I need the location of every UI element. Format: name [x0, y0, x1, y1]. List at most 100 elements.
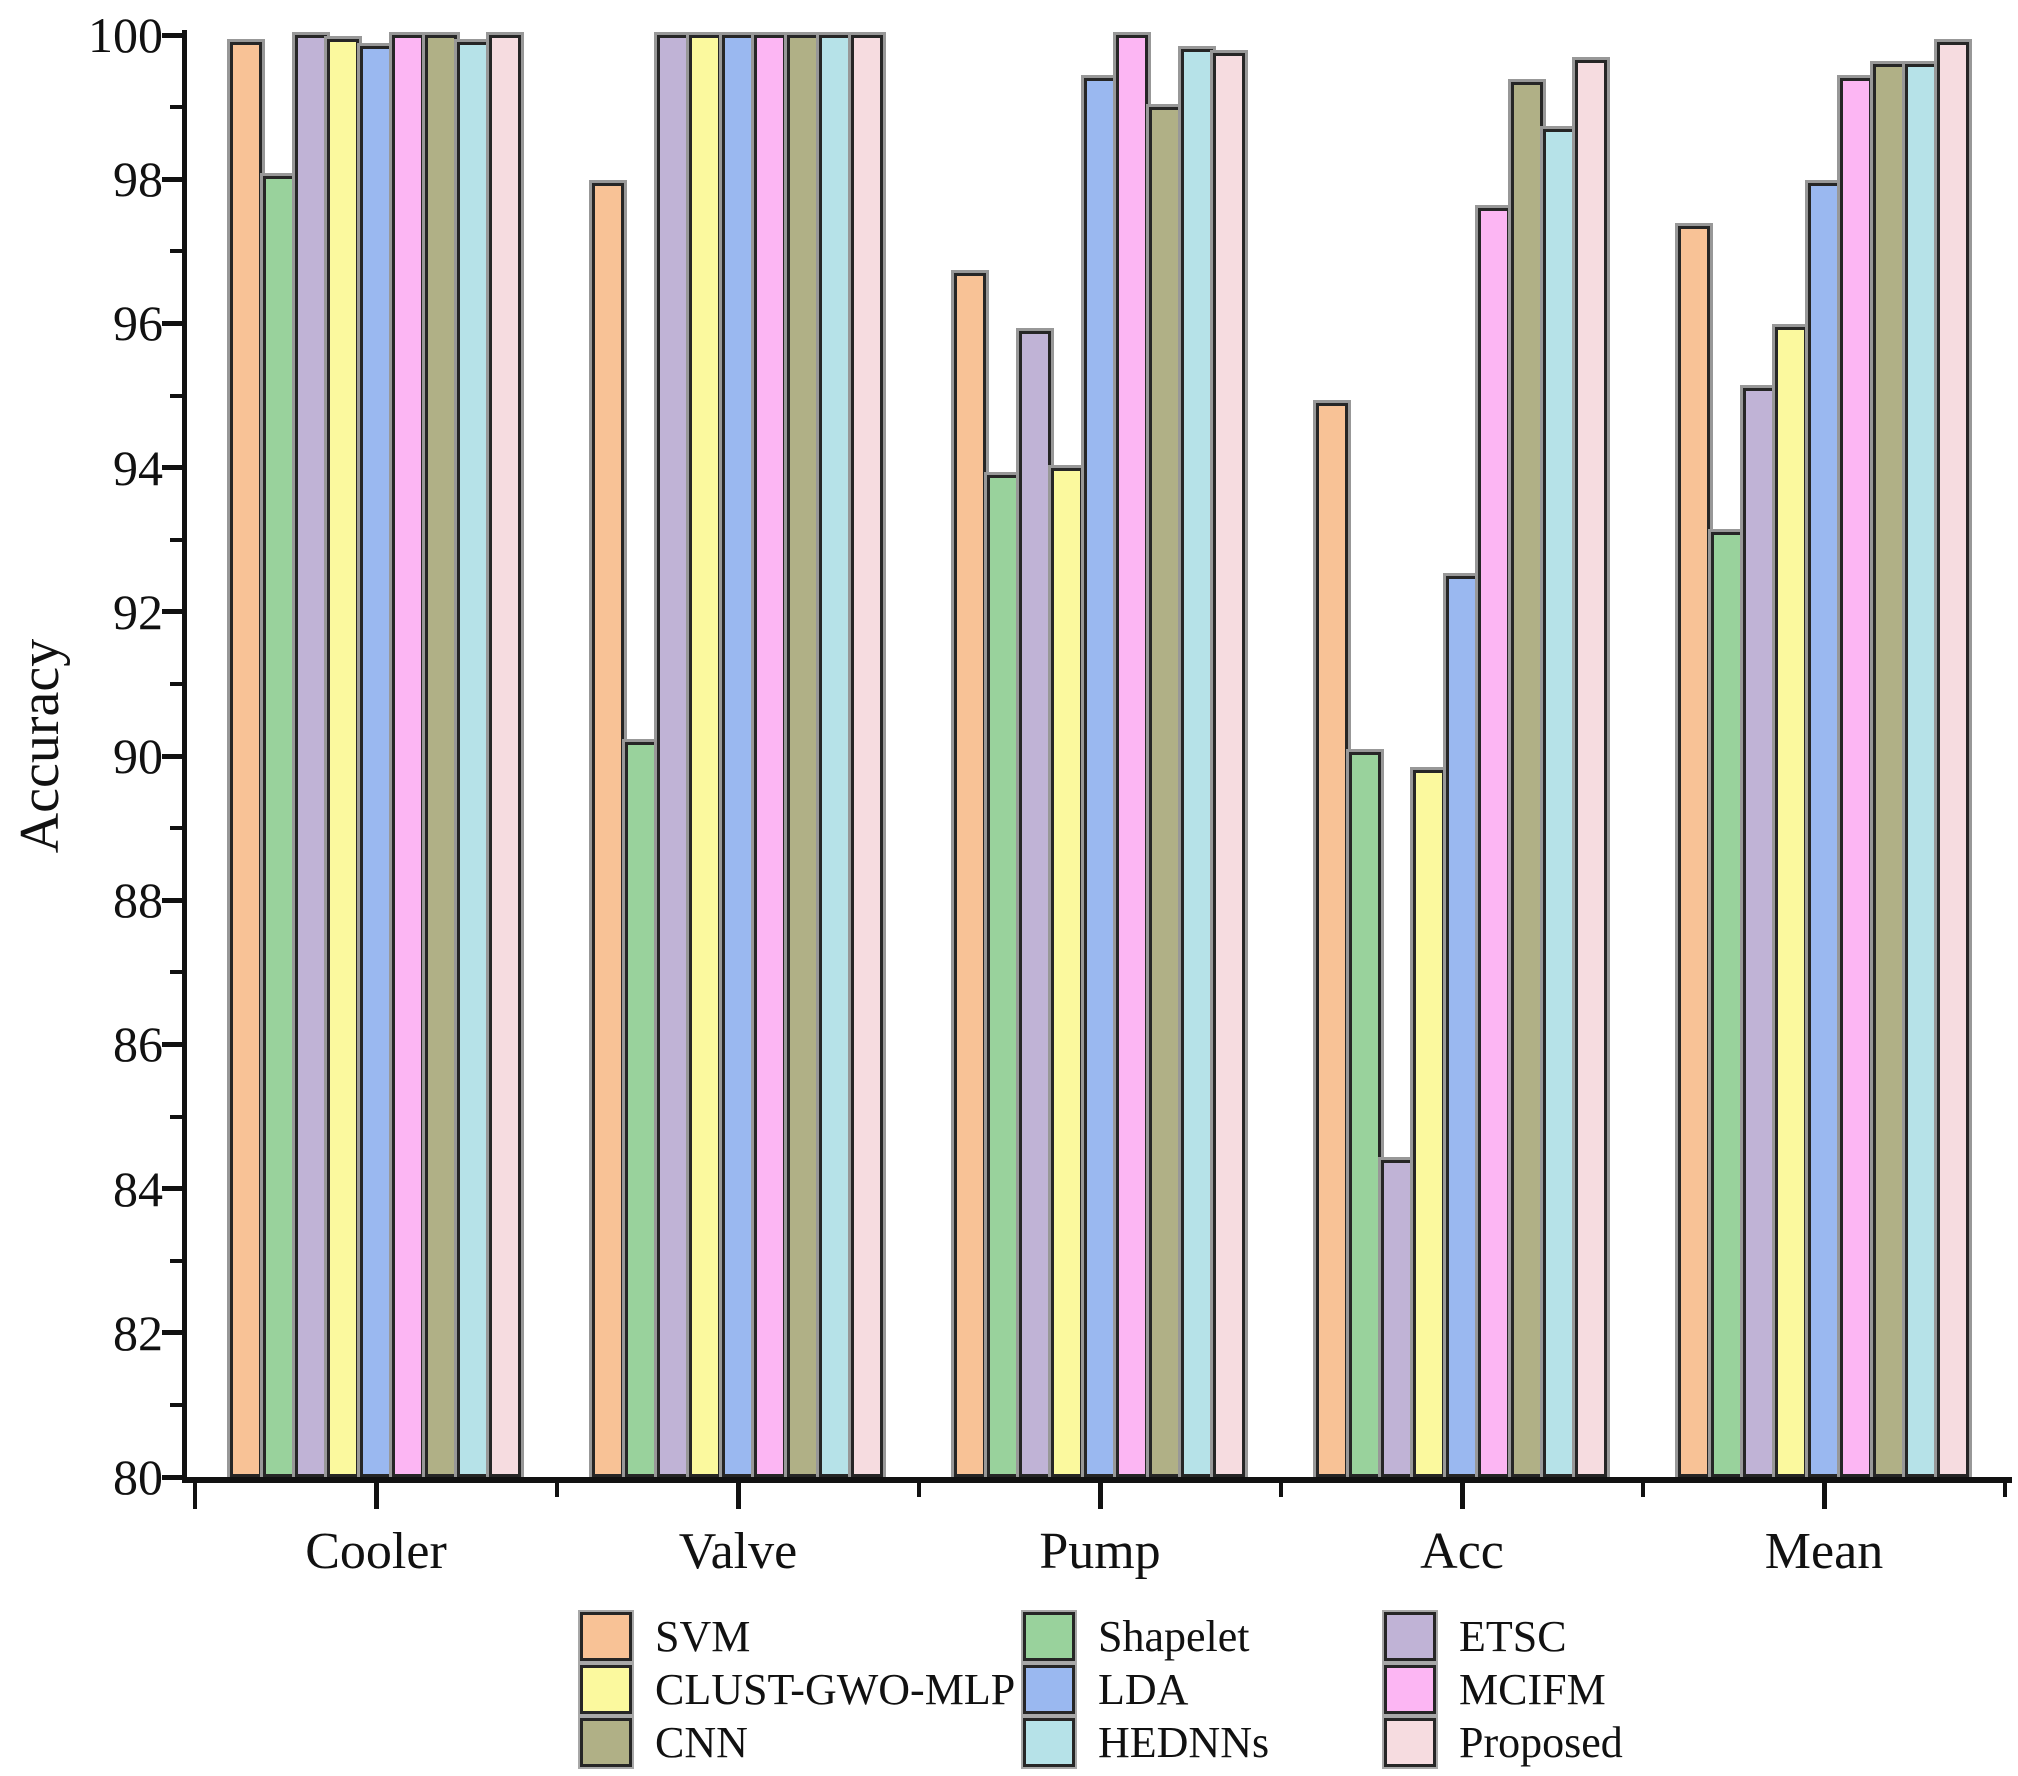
bar-cooler-proposed — [489, 35, 521, 1477]
bar-pump-lda — [1084, 78, 1116, 1477]
y-major-tick — [162, 897, 182, 903]
legend-label-shapelet: Shapelet — [1098, 1612, 1250, 1661]
y-tick-label: 94 — [113, 439, 163, 496]
y-tick-label: 86 — [113, 1016, 163, 1073]
x-category-label: Cooler — [305, 1523, 447, 1580]
bar-pump-proposed — [1213, 53, 1245, 1477]
bar-mean-shapelet — [1711, 532, 1743, 1477]
y-minor-tick — [170, 1402, 182, 1407]
legend-swatch-clust-gwo-mlp — [580, 1665, 632, 1714]
y-minor-tick — [170, 826, 182, 831]
legend-label-lda: LDA — [1098, 1665, 1189, 1714]
bar-pump-hednns — [1181, 49, 1213, 1477]
bar-mean-proposed — [1937, 42, 1969, 1477]
bar-acc-shapelet — [1349, 752, 1381, 1477]
y-tick-label: 100 — [88, 7, 163, 63]
bar-acc-svm — [1316, 403, 1348, 1477]
bar-acc-clust-gwo-mlp — [1413, 770, 1445, 1477]
bar-cooler-svm — [230, 42, 262, 1477]
bar-cooler-mcifm — [392, 35, 424, 1477]
x-major-tick — [1821, 1483, 1827, 1509]
bar-cooler-hednns — [457, 42, 489, 1477]
bar-valve-clust-gwo-mlp — [689, 35, 721, 1477]
y-major-tick — [162, 753, 182, 759]
y-major-tick — [162, 1186, 182, 1192]
y-major-tick — [162, 32, 182, 38]
legend-swatch-shapelet — [1023, 1612, 1075, 1661]
y-major-tick — [162, 1330, 182, 1336]
legend-swatch-cnn — [580, 1718, 632, 1767]
bar-mean-lda — [1808, 183, 1840, 1477]
x-minor-tick — [917, 1483, 921, 1497]
x-corner-tick — [193, 1483, 197, 1509]
bar-mean-clust-gwo-mlp — [1775, 327, 1807, 1477]
bar-mean-hednns — [1905, 64, 1937, 1477]
bar-acc-cnn — [1511, 82, 1543, 1477]
bar-acc-mcifm — [1478, 208, 1510, 1477]
bar-pump-mcifm — [1116, 35, 1148, 1477]
x-axis-line — [182, 1477, 2012, 1483]
y-minor-tick — [170, 537, 182, 542]
bar-valve-etsc — [657, 35, 689, 1477]
legend-swatch-etsc — [1384, 1612, 1436, 1661]
bar-mean-svm — [1678, 226, 1710, 1477]
bar-pump-svm — [954, 273, 986, 1477]
bar-cooler-cnn — [425, 35, 457, 1477]
y-minor-tick — [170, 105, 182, 110]
y-minor-tick — [170, 393, 182, 398]
y-major-tick — [162, 1474, 182, 1480]
bar-valve-hednns — [819, 35, 851, 1477]
x-category-label: Acc — [1420, 1523, 1504, 1580]
y-major-tick — [162, 609, 182, 615]
bar-valve-svm — [592, 183, 624, 1477]
y-tick-label: 92 — [113, 583, 163, 640]
x-minor-tick — [555, 1483, 559, 1497]
y-minor-tick — [170, 249, 182, 254]
y-minor-tick — [170, 681, 182, 686]
bar-valve-lda — [722, 35, 754, 1477]
bar-valve-proposed — [851, 35, 883, 1477]
x-category-label: Valve — [678, 1523, 798, 1580]
bar-acc-etsc — [1381, 1160, 1413, 1477]
bar-cooler-etsc — [295, 35, 327, 1477]
y-tick-label: 98 — [113, 151, 163, 208]
y-major-tick — [162, 320, 182, 326]
bar-acc-hednns — [1543, 129, 1575, 1477]
legend-swatch-svm — [580, 1612, 632, 1661]
bar-valve-mcifm — [754, 35, 786, 1477]
legend-swatch-lda — [1023, 1665, 1075, 1714]
legend-swatch-proposed — [1384, 1718, 1436, 1767]
y-minor-tick — [170, 1258, 182, 1263]
x-minor-tick — [2003, 1483, 2007, 1497]
y-tick-label: 84 — [113, 1160, 163, 1217]
legend-label-proposed: Proposed — [1459, 1718, 1623, 1767]
legend-label-mcifm: MCIFM — [1459, 1665, 1606, 1714]
bar-mean-mcifm — [1840, 78, 1872, 1477]
bar-pump-etsc — [1019, 331, 1051, 1477]
y-major-tick — [162, 1041, 182, 1047]
bar-mean-etsc — [1743, 388, 1775, 1477]
y-tick-label: 96 — [113, 295, 163, 352]
legend-label-clust-gwo-mlp: CLUST-GWO-MLP — [655, 1665, 1016, 1714]
bar-valve-cnn — [787, 35, 819, 1477]
bar-acc-proposed — [1575, 60, 1607, 1477]
x-category-label: Mean — [1764, 1523, 1884, 1580]
x-major-tick — [735, 1483, 741, 1509]
bar-pump-clust-gwo-mlp — [1051, 468, 1083, 1477]
x-major-tick — [1097, 1483, 1103, 1509]
x-major-tick — [1459, 1483, 1465, 1509]
legend-label-svm: SVM — [655, 1612, 751, 1661]
y-minor-tick — [170, 1114, 182, 1119]
bar-valve-shapelet — [625, 742, 657, 1477]
legend-label-etsc: ETSC — [1459, 1612, 1567, 1661]
y-axis-line — [182, 30, 187, 1483]
bar-mean-cnn — [1873, 64, 1905, 1477]
x-major-tick — [373, 1483, 379, 1509]
bar-pump-shapelet — [987, 475, 1019, 1477]
bar-pump-cnn — [1149, 107, 1181, 1477]
bar-cooler-clust-gwo-mlp — [327, 39, 359, 1477]
y-tick-label: 90 — [113, 728, 163, 784]
